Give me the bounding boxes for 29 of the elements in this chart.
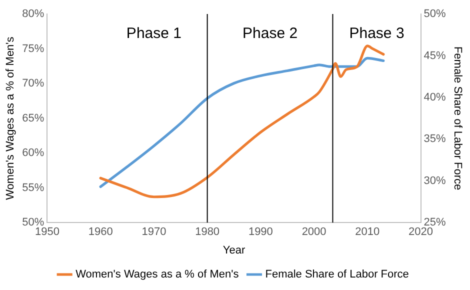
legend-label: Female Share of Labor Force: [265, 268, 409, 281]
x-tick-label: 2020: [408, 226, 434, 238]
y2-tick-label: 30%: [424, 174, 446, 187]
y2-tick-label: 40%: [424, 91, 446, 104]
y-tick-label: 80%: [22, 8, 44, 20]
legend-label: Women's Wages as a % of Men's: [76, 268, 240, 281]
x-tick-label: 2000: [302, 226, 326, 238]
y-axis-title: Women's Wages as a % of Men's: [4, 36, 17, 200]
y-tick-label: 65%: [22, 112, 44, 124]
y2-tick-label: 45%: [424, 50, 446, 62]
x-tick-label: 2010: [355, 226, 380, 238]
y2-tick-label: 35%: [424, 133, 446, 146]
x-tick-label: 1970: [142, 226, 166, 238]
y2-axis-title: Female Share of Labor Force: [451, 46, 464, 190]
annotation: Phase 2: [242, 25, 298, 42]
annotation: Phase 1: [126, 25, 182, 42]
y-tick-label: 75%: [22, 42, 44, 55]
y-tick-label: 55%: [22, 182, 44, 194]
x-tick-label: 1950: [34, 226, 60, 238]
y-tick-label: 70%: [22, 78, 44, 90]
y2-tick-label: 50%: [424, 8, 446, 20]
x-tick-label: 1960: [88, 226, 113, 238]
y2-tick-label: 25%: [424, 216, 446, 229]
x-tick-label: 1980: [195, 226, 220, 238]
annotation: Phase 3: [349, 25, 404, 42]
x-axis-title: Year: [222, 244, 246, 256]
y-tick-label: 60%: [22, 147, 44, 160]
y-tick-label: 50%: [22, 216, 44, 229]
x-tick-label: 1990: [248, 226, 273, 238]
